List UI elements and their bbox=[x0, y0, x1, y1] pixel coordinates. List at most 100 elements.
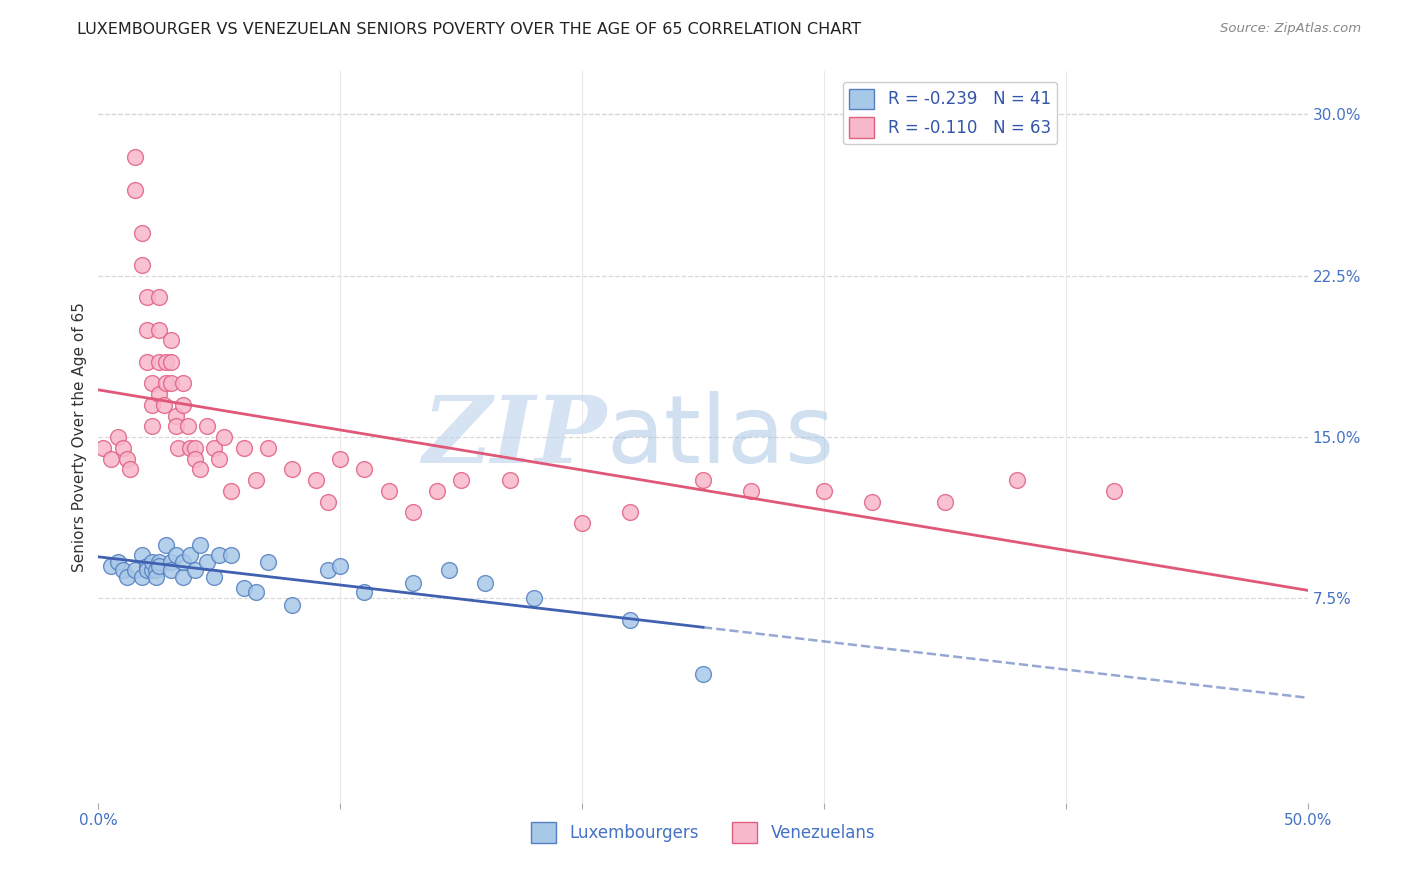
Point bbox=[177, 419, 200, 434]
Point bbox=[195, 419, 218, 434]
Point bbox=[131, 226, 153, 240]
Point bbox=[155, 355, 177, 369]
Point bbox=[1102, 483, 1125, 498]
Point bbox=[281, 462, 304, 476]
Point bbox=[692, 666, 714, 681]
Point bbox=[740, 483, 762, 498]
Point bbox=[221, 549, 243, 563]
Point bbox=[135, 322, 157, 336]
Text: atlas: atlas bbox=[606, 391, 835, 483]
Point bbox=[141, 555, 163, 569]
Point bbox=[179, 441, 201, 455]
Point bbox=[353, 585, 375, 599]
Point bbox=[195, 555, 218, 569]
Point bbox=[316, 564, 339, 578]
Point bbox=[281, 598, 304, 612]
Point bbox=[131, 258, 153, 272]
Point bbox=[145, 564, 167, 578]
Point bbox=[934, 494, 956, 508]
Point bbox=[188, 538, 211, 552]
Point bbox=[860, 494, 883, 508]
Point bbox=[155, 538, 177, 552]
Point bbox=[141, 419, 163, 434]
Point bbox=[305, 473, 328, 487]
Point bbox=[1007, 473, 1029, 487]
Point bbox=[474, 576, 496, 591]
Point bbox=[111, 564, 134, 578]
Point bbox=[107, 430, 129, 444]
Point bbox=[148, 555, 170, 569]
Point bbox=[145, 570, 167, 584]
Point bbox=[184, 441, 207, 455]
Point bbox=[100, 559, 122, 574]
Point bbox=[117, 570, 139, 584]
Point bbox=[111, 441, 134, 455]
Point bbox=[426, 483, 449, 498]
Text: Source: ZipAtlas.com: Source: ZipAtlas.com bbox=[1220, 22, 1361, 36]
Point bbox=[148, 290, 170, 304]
Point bbox=[131, 549, 153, 563]
Point bbox=[107, 555, 129, 569]
Point bbox=[135, 355, 157, 369]
Point bbox=[377, 483, 399, 498]
Point bbox=[124, 183, 146, 197]
Point bbox=[245, 473, 267, 487]
Point bbox=[165, 549, 187, 563]
Point bbox=[160, 355, 183, 369]
Point bbox=[160, 376, 183, 391]
Point bbox=[167, 441, 190, 455]
Point bbox=[148, 355, 170, 369]
Point bbox=[813, 483, 835, 498]
Point bbox=[692, 473, 714, 487]
Point bbox=[437, 564, 460, 578]
Text: ZIP: ZIP bbox=[422, 392, 606, 482]
Point bbox=[165, 419, 187, 434]
Point bbox=[329, 451, 352, 466]
Point bbox=[172, 555, 194, 569]
Point bbox=[256, 555, 278, 569]
Point bbox=[131, 570, 153, 584]
Point bbox=[619, 613, 641, 627]
Point bbox=[208, 549, 231, 563]
Y-axis label: Seniors Poverty Over the Age of 65: Seniors Poverty Over the Age of 65 bbox=[72, 302, 87, 572]
Point bbox=[208, 451, 231, 466]
Point bbox=[100, 451, 122, 466]
Point bbox=[204, 570, 226, 584]
Point bbox=[148, 387, 170, 401]
Point bbox=[141, 564, 163, 578]
Point bbox=[188, 462, 211, 476]
Point bbox=[172, 570, 194, 584]
Point bbox=[402, 576, 425, 591]
Legend: Luxembourgers, Venezuelans: Luxembourgers, Venezuelans bbox=[524, 815, 882, 849]
Point bbox=[135, 290, 157, 304]
Point bbox=[402, 505, 425, 519]
Point bbox=[141, 376, 163, 391]
Point bbox=[204, 441, 226, 455]
Point bbox=[450, 473, 472, 487]
Point bbox=[172, 376, 194, 391]
Point bbox=[155, 376, 177, 391]
Point bbox=[184, 451, 207, 466]
Point bbox=[135, 564, 157, 578]
Point bbox=[329, 559, 352, 574]
Point bbox=[165, 409, 187, 423]
Point bbox=[184, 564, 207, 578]
Point bbox=[91, 441, 114, 455]
Point bbox=[118, 462, 141, 476]
Text: LUXEMBOURGER VS VENEZUELAN SENIORS POVERTY OVER THE AGE OF 65 CORRELATION CHART: LUXEMBOURGER VS VENEZUELAN SENIORS POVER… bbox=[77, 22, 862, 37]
Point bbox=[316, 494, 339, 508]
Point bbox=[221, 483, 243, 498]
Point bbox=[160, 333, 183, 347]
Point bbox=[256, 441, 278, 455]
Point bbox=[245, 585, 267, 599]
Point bbox=[141, 398, 163, 412]
Point bbox=[571, 516, 593, 530]
Point bbox=[124, 564, 146, 578]
Point bbox=[179, 549, 201, 563]
Point bbox=[148, 322, 170, 336]
Point bbox=[124, 150, 146, 164]
Point bbox=[172, 398, 194, 412]
Point bbox=[619, 505, 641, 519]
Point bbox=[148, 559, 170, 574]
Point bbox=[160, 564, 183, 578]
